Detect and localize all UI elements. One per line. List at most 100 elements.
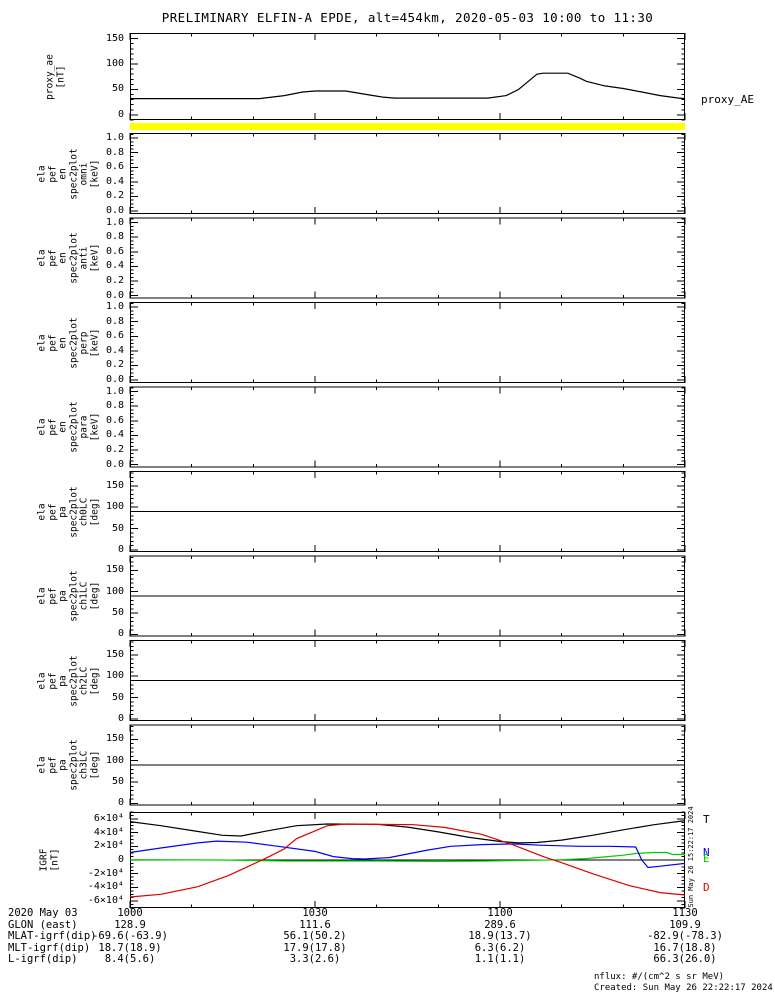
panel-frame-ela_pef_en_spec2plot_anti [130,217,685,299]
panel-frame-proxy_ae [130,33,685,120]
ytick-label: 150 [105,32,124,44]
ytick-label: 50 [111,522,124,534]
panel-frame-ela_pef_en_spec2plot_perp [130,302,685,383]
ytick-label: 2×10⁴ [93,840,124,852]
table-value: 18.7(18.9) [98,941,162,954]
ytick-label: -2×10⁴ [87,867,124,879]
ytick-label: 0.4 [105,429,124,441]
panel-ylabel-proxy_ae: proxy_ae [nT] [44,53,67,100]
panel-ylabel-ela_pef_en_spec2plot_omni: ela pef en spec2plot omni [keV] [36,147,101,200]
table-value: 6.3(6.2) [474,941,526,954]
panel-ylabel-ela_pef_en_spec2plot_para: ela pef en spec2plot para [keV] [36,401,101,453]
panel-ylabel-ela_pef_pa_spec2plot_ch2LC: ela pef pa spec2plot ch2LC [deg] [36,654,101,707]
ytick-label: 100 [105,585,124,597]
series-line-IGRF-E [129,851,685,863]
proxy-ae-legend-label: proxy_AE [701,93,754,106]
ytick-label: 0 [117,543,124,555]
ytick-label: 0 [117,108,124,120]
ytick-label: 0.8 [105,400,124,412]
table-row-label: GLON (east) [8,918,78,931]
panel-ylabel-ela_pef_en_spec2plot_anti: ela pef en spec2plot anti [keV] [36,232,101,284]
ytick-label: 50 [111,776,124,788]
ytick-label: 50 [111,607,124,619]
igrf-legend-D: D [703,881,710,894]
ytick-label: 0 [117,628,124,640]
table-value: 66.3(26.0) [653,953,717,965]
panel-frame-ela_pef_en_spec2plot_para [130,386,685,468]
igrf-legend-T: T [703,813,710,826]
ytick-label: 0.8 [105,146,124,158]
ytick-label: 0 [117,797,124,809]
ytick-label: 0.2 [105,274,124,286]
table-row-label: 2020 May 03 [8,907,78,919]
table-value: -69.6(-63.9) [92,930,168,942]
time-tick-label: 1000 [117,907,143,919]
ytick-label: 0 [117,854,124,865]
ytick-label: 150 [105,564,124,576]
quality-flag-bar [130,123,685,130]
ytick-label: -6×10⁴ [87,895,124,907]
ytick-label: 1.0 [105,385,124,397]
ytick-label: 0.0 [105,205,124,217]
ytick-label: 100 [105,754,124,766]
ytick-label: 0.6 [105,245,124,257]
ytick-label: 0.8 [105,315,124,327]
time-tick-label: 1130 [672,907,698,919]
panel-ylabel-ela_pef_en_spec2plot_perp: ela pef en spec2plot perp [keV] [36,316,101,369]
created-timestamp: Created: Sun May 26 22:22:17 2024 [594,983,773,993]
ytick-label: 100 [105,670,124,682]
table-row-label: L-igrf(dip) [8,953,78,965]
ytick-label: 6×10⁴ [93,812,124,824]
panel-frame-ela_pef_en_spec2plot_omni [130,133,685,214]
ytick-label: 0.6 [105,330,124,342]
ytick-label: 0.4 [105,260,124,272]
ytick-label: 150 [105,648,124,660]
ytick-label: 0.8 [105,231,124,243]
series-line-IGRF-D [129,823,686,898]
ytick-label: 0.4 [105,175,124,187]
table-value: 56.1(50.2) [283,930,347,942]
vertical-timestamp: Sun May 26 15:22:17 2024 [687,806,695,908]
time-tick-label: 1100 [487,907,513,919]
ytick-label: 0.0 [105,458,124,470]
ytick-label: 100 [105,501,124,513]
table-value: 3.3(2.6) [289,953,341,965]
table-row-label: MLAT-igrf(dip) [8,930,97,942]
table-value: 128.9 [114,918,146,931]
nflux-units-note: nflux: #/(cm^2 s sr MeV) [594,972,725,982]
igrf-legend-E: E [703,852,710,865]
series-line-IGRF-N [129,840,686,869]
ytick-label: 0.6 [105,414,124,426]
ytick-label: 150 [105,733,124,745]
table-value: 17.9(17.8) [283,941,347,954]
panel-ylabel-ela_pef_pa_spec2plot_ch1LC: ela pef pa spec2plot ch1LC [deg] [36,570,101,622]
ytick-label: 0.2 [105,359,124,371]
table-value: 16.7(18.8) [653,941,717,954]
time-tick-label: 1030 [302,907,328,919]
ytick-label: 0.0 [105,289,124,301]
panel-ylabel-ela_pef_pa_spec2plot_ch3LC: ela pef pa spec2plot ch3LC [deg] [36,739,101,791]
series-line-proxy_ae-proxy_AE [130,72,686,100]
table-value: 8.4(5.6) [104,953,156,965]
ytick-label: 1.0 [105,301,124,313]
ytick-label: 50 [111,691,124,703]
ytick-label: 150 [105,479,124,491]
panel-ylabel-IGRF: IGRF [nT] [38,848,61,872]
table-value: 289.6 [484,918,516,931]
page-title: PRELIMINARY ELFIN-A EPDE, alt=454km, 202… [161,10,654,25]
series-line-IGRF-T [129,820,686,844]
ytick-label: 0.2 [105,190,124,202]
table-value: 109.9 [669,918,701,931]
table-value: -82.9(-78.3) [647,930,723,942]
igrf-legend-N: N [703,846,710,859]
table-value: 18.9(13.7) [468,930,532,942]
ytick-label: 4×10⁴ [93,826,124,838]
ytick-label: -4×10⁴ [87,881,124,893]
ytick-label: 0.0 [105,374,124,386]
table-row-label: MLT-igrf(dip) [8,941,91,954]
panel-ylabel-ela_pef_pa_spec2plot_ch0LC: ela pef pa spec2plot ch0LC [deg] [36,485,101,538]
ytick-label: 0.4 [105,344,124,356]
ytick-label: 100 [105,58,124,70]
